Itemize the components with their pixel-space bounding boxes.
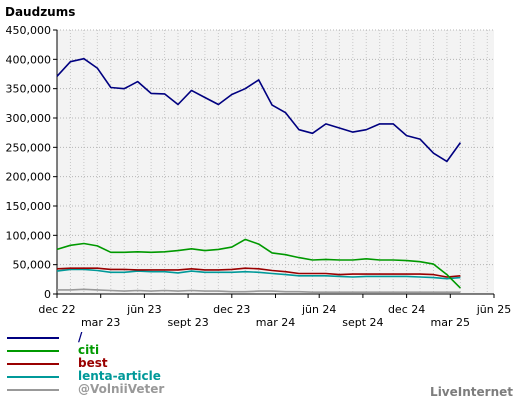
series-line-0 [56,57,462,163]
x-tick-label: jūn 24 [301,303,337,316]
legend-swatch [7,350,59,352]
series-line-2 [56,267,461,278]
plot-area: 0 50,000 100,000 150,000 200,000 250,000 300,0… [6,24,512,329]
legend-label: / [78,330,83,344]
plot-background [57,30,494,294]
y-tick-label: 350,000 [6,83,52,96]
x-tick-label: mar 23 [81,316,120,329]
y-tick-label: 100,000 [6,229,52,242]
y-axis-title: Daudzums [5,5,75,19]
x-tick-label: jūn 25 [476,303,512,316]
y-tick-label: 400,000 [6,53,52,66]
brand-label: LiveInternet [430,385,513,399]
y-tick-label: 450,000 [6,24,52,37]
legend-label: best [78,356,108,370]
y-tick-label: 300,000 [6,112,52,125]
x-tick-label: sept 23 [167,316,208,329]
legend-label: citi [78,343,100,357]
x-tick-label: sept 24 [342,316,383,329]
x-tick-label: dec 23 [213,303,250,316]
x-tick-label: mar 24 [256,316,295,329]
y-tick-label: 250,000 [6,141,52,154]
legend-swatch [7,337,59,339]
legend-label: lenta-article [78,369,161,383]
series-line-1 [56,238,461,289]
series-line-4 [57,288,461,294]
y-tick-label: 200,000 [6,171,52,184]
x-tick-label: dec 24 [388,303,425,316]
legend-swatch [7,376,59,378]
y-tick-label: 0 [44,288,51,301]
x-tick-label: jūn 23 [126,303,162,316]
y-tick-label: 150,000 [6,200,52,213]
legend-label: @VolniiVeter [78,382,165,396]
y-tick-label: 50,000 [13,259,52,272]
x-tick-label: dec 22 [38,303,75,316]
series-line-3 [56,268,461,280]
legend-swatch [7,389,59,391]
x-tick-label: mar 25 [431,316,470,329]
legend-swatch [7,363,59,365]
